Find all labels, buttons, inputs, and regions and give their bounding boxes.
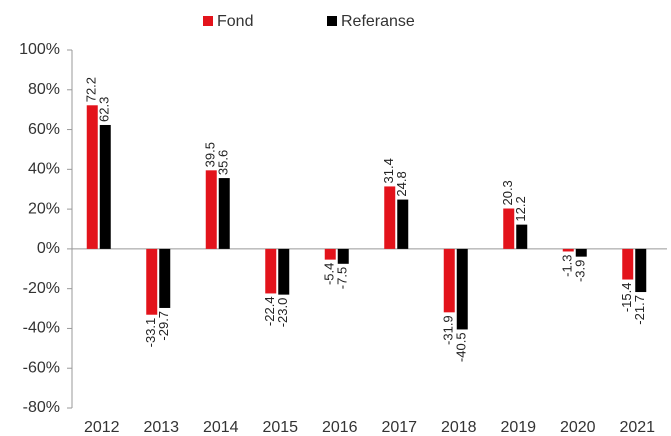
y-tick-label: -80%	[23, 399, 60, 416]
bar	[575, 248, 587, 257]
bar	[443, 248, 455, 313]
x-tick-label: 2021	[619, 419, 655, 436]
data-label: -31.9	[441, 315, 456, 345]
bar	[622, 248, 634, 280]
bar	[86, 105, 98, 249]
legend-swatch	[327, 16, 337, 26]
x-tick-label: 2016	[322, 419, 358, 436]
x-tick-label: 2015	[262, 419, 298, 436]
x-tick-label: 2017	[381, 419, 417, 436]
bar	[397, 199, 409, 249]
bar	[278, 248, 290, 295]
x-tick-label: 2013	[143, 419, 179, 436]
data-label: -33.1	[143, 318, 158, 348]
data-label: 20.3	[500, 180, 515, 205]
bar	[516, 224, 528, 249]
bar	[146, 248, 158, 315]
y-tick-label: 20%	[28, 200, 60, 217]
bar	[159, 248, 171, 308]
data-label: 35.6	[216, 150, 231, 175]
bar	[324, 248, 336, 260]
legend-swatch	[203, 16, 213, 26]
data-label: -40.5	[454, 332, 469, 362]
y-tick-label: 100%	[19, 41, 60, 58]
y-tick-label: -60%	[23, 359, 60, 376]
data-label: 12.2	[513, 196, 528, 221]
bar	[503, 208, 515, 249]
data-label: -15.4	[619, 283, 634, 313]
x-tick-label: 2020	[560, 419, 596, 436]
bar	[265, 248, 277, 294]
data-label: 31.4	[381, 158, 396, 183]
y-tick-label: -20%	[23, 280, 60, 297]
bar	[562, 248, 574, 252]
data-label: 24.8	[394, 171, 409, 196]
bar	[205, 170, 217, 249]
data-label: 62.3	[97, 97, 112, 122]
x-tick-label: 2012	[84, 419, 120, 436]
data-label: -29.7	[156, 311, 171, 341]
bar	[456, 248, 468, 330]
x-tick-label: 2018	[441, 419, 477, 436]
y-tick-label: 80%	[28, 81, 60, 98]
data-label: -5.4	[322, 263, 337, 285]
legend-label: Fond	[217, 13, 253, 30]
data-label: 39.5	[203, 142, 218, 167]
y-tick-label: -40%	[23, 320, 60, 337]
y-tick-label: 40%	[28, 161, 60, 178]
data-label: -1.3	[560, 254, 575, 276]
bar	[218, 178, 230, 249]
bar	[635, 248, 647, 293]
bar	[384, 186, 396, 249]
x-tick-label: 2019	[500, 419, 536, 436]
x-tick-label: 2014	[203, 419, 239, 436]
data-label: -7.5	[335, 267, 350, 289]
data-label: 72.2	[84, 77, 99, 102]
data-label: -23.0	[275, 298, 290, 328]
y-tick-label: 0%	[37, 240, 60, 257]
data-label: -22.4	[262, 296, 277, 326]
y-tick-label: 60%	[28, 121, 60, 138]
data-label: -21.7	[632, 295, 647, 325]
data-label: -3.9	[573, 260, 588, 282]
legend-label: Referanse	[341, 13, 415, 30]
bar	[99, 124, 111, 249]
bar	[337, 248, 349, 264]
